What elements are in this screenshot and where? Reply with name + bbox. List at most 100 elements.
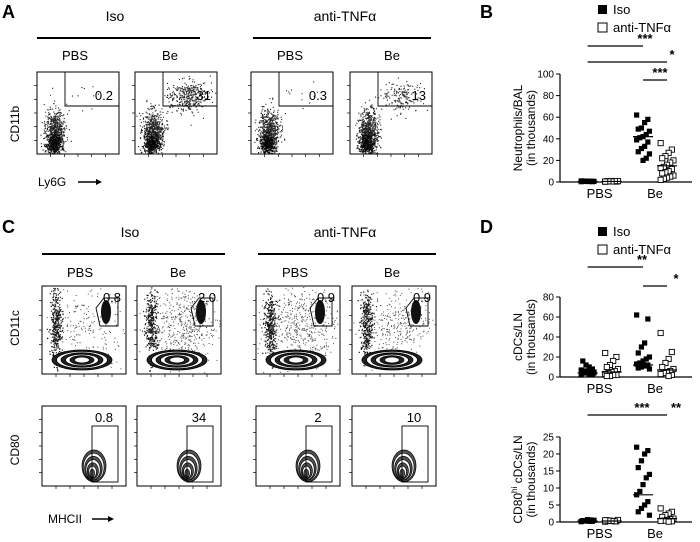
y-axis-title-units: (in thousands) [524,441,538,517]
flow-gate [401,425,429,483]
data-point-iso [588,371,594,377]
legend-label: anti-TNFα [613,242,672,257]
gate-percent-label: 2.0 [198,290,216,305]
gated-blob [411,300,421,324]
panel-a-letter: A [2,2,15,22]
legend-swatch-iso [598,5,607,14]
flow-plot-c-row1-4: 0.9 [349,285,437,377]
data-point-iso [643,131,649,138]
flow-plot-c-row1-3: 0.9 [253,285,341,377]
data-point-iso [581,368,587,374]
data-point-iso [635,149,641,155]
data-point-iso [642,340,648,346]
data-point-anti-tnf [665,355,672,363]
contour-ring [169,356,185,364]
panel-c-group-iso: Iso [121,224,140,240]
gate-percent-label: 0.9 [317,290,335,305]
data-point-iso [638,364,645,370]
panel-c-row1-marker: CD11c [8,310,22,346]
flow-plot-a-3: 0.3 [248,71,334,157]
data-point-anti-tnf [668,348,675,356]
data-point-iso [642,502,648,508]
data-point-iso [634,361,640,367]
legend-swatch-anti-tnf [597,244,608,255]
data-point-iso [634,137,640,143]
x-category-label: PBS [587,381,613,396]
flow-event-dots [46,287,68,372]
data-point-iso [645,448,651,454]
flow-event-dots [256,128,286,155]
data-point-iso [642,363,648,369]
x-category-label: Be [647,526,663,541]
legend-label: anti-TNFα [613,20,672,35]
panel-c-letter: C [2,217,15,237]
y-tick-label: 60 [543,313,555,324]
data-point-iso [638,145,645,152]
data-point-iso [637,488,643,494]
y-tick-label: 5 [548,501,554,512]
contour-ring [288,356,304,364]
data-point-iso [643,155,649,161]
data-point-anti-tnf [665,149,672,156]
data-point-iso [585,368,591,374]
legend-swatch-iso [598,227,607,236]
data-point-iso [646,354,653,360]
panel-c-flow-plots: 0.8 0.8 2.0 34 0.9 2 0.9 10 [39,285,437,489]
panel-a-y-marker: CD11b [8,105,22,142]
data-point-iso [645,316,651,322]
panel-c-sub-pbs-2: PBS [282,265,308,280]
panel-c-sub-pbs-1: PBS [67,265,93,280]
gate-percent-label: 10 [407,410,421,425]
data-point-iso [635,126,641,132]
gate-percent-label: 0.2 [95,88,113,103]
data-point-anti-tnf [665,372,672,380]
significance-label: *** [634,400,650,415]
flow-gate [309,297,333,327]
data-point-iso [643,356,649,362]
data-point-iso [634,312,640,318]
data-point-anti-tnf [668,146,675,153]
panel-a-group-anti-tnf: anti-TNFα [314,8,377,24]
data-point-anti-tnf [610,357,617,365]
gate-percent-label: 0.9 [413,290,431,305]
data-point-iso [646,471,653,477]
flow-gate [377,72,432,107]
y-axis-title: CD80hi cDCs/LN [510,435,525,523]
data-point-iso [578,367,584,373]
flow-plot-c-row2-1: 0.8 [39,405,127,489]
y-tick-label: 0 [548,178,554,189]
y-axis-title: cDCs/LN [511,313,525,361]
flow-gate [186,425,214,483]
panel-d-letter: D [480,217,493,237]
x-category-label: PBS [587,526,613,541]
panel-d-bottom-chart: 0 5 10 15 20 25 CD80hi cDCs/LN (in thousands) PB… [510,400,692,541]
significance-label: ** [671,400,682,415]
flow-event-dots [40,87,72,154]
flow-gate [190,297,214,327]
flow-event-dots [139,128,164,155]
panel-c-sub-be-1: Be [170,265,186,280]
panel-b-letter: B [480,2,493,22]
x-category-label: PBS [587,186,613,201]
panel-c-row2-marker: CD80 [8,434,22,465]
data-point-anti-tnf [662,359,669,367]
panel-c-x-marker: MHCII [48,512,82,526]
flow-event-dots [375,77,428,120]
data-point-iso [635,509,641,515]
flow-plot-c-row2-4: 10 [349,405,437,489]
data-point-iso [635,365,641,371]
data-point-iso [583,362,589,368]
data-point-anti-tnf [603,372,610,380]
y-tick-label: 20 [543,156,555,167]
data-point-iso [640,358,646,364]
gate-percent-label: 2 [314,410,321,425]
gate-percent-label: 0.8 [103,290,121,305]
data-point-iso [634,444,640,450]
flow-event-dots [355,127,376,155]
y-tick-label: 0 [548,518,554,529]
flow-event-dots [261,288,281,369]
contour-ring [74,356,90,364]
data-point-iso [640,157,646,163]
